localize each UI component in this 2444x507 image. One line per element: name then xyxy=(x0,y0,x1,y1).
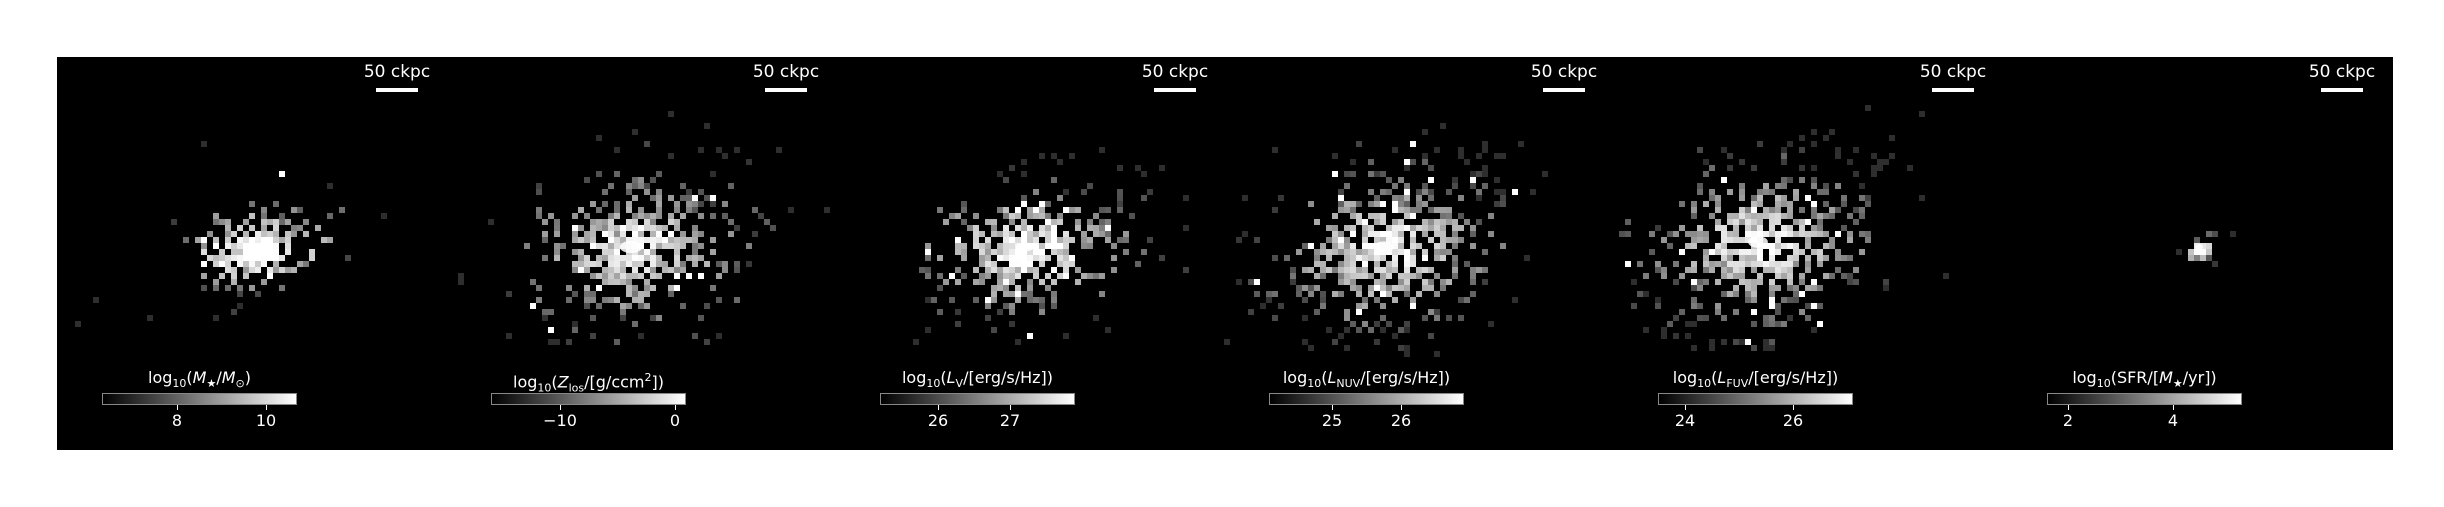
pixel-map-image xyxy=(75,141,387,327)
panel-metallicity: 50 ckpc log10(Zlos/[g/ccm2]) −10 0 xyxy=(446,57,835,450)
colorbar-tick-label: 26 xyxy=(927,411,949,430)
panel-nuv-luminosity: 50 ckpc log10(LNUV/[erg/s/Hz]) 25 26 xyxy=(1224,57,1613,450)
colorbar-tick xyxy=(1401,405,1402,410)
colorbar-tick xyxy=(1685,405,1686,410)
colorbar-tick-label: 26 xyxy=(1390,411,1412,430)
colorbar-tick xyxy=(2173,405,2174,410)
pixel-map-image xyxy=(1619,105,1949,351)
colorbar-tick-label: 10 xyxy=(255,411,277,430)
colorbar-tick-label: 26 xyxy=(1782,411,1804,430)
panel-stellar-mass: 50 ckpc log10(M★/M⊙) 8 10 xyxy=(57,57,446,450)
colorbar-label: log10(LNUV/[erg/s/Hz]) xyxy=(1282,368,1451,391)
scale-bar-label: 50 ckpc xyxy=(2308,62,2376,82)
panel-v-band-luminosity: 50 ckpc log10(LV/[erg/s/Hz]) 26 27 xyxy=(835,57,1224,450)
colorbar-tick-label: 0 xyxy=(669,411,681,430)
colorbar-tick xyxy=(560,405,561,410)
colorbar xyxy=(880,393,1075,405)
scale-bar-line xyxy=(2321,88,2363,92)
colorbar-tick xyxy=(1793,405,1794,410)
scale-bar: 50 ckpc xyxy=(1918,62,1988,92)
panel-fuv-luminosity: 50 ckpc log10(LFUV/[erg/s/Hz]) 24 26 xyxy=(1613,57,2002,450)
scale-bar: 50 ckpc xyxy=(362,62,432,92)
colorbar-tick-label: 4 xyxy=(2167,411,2179,430)
colorbar-label: log10(LV/[erg/s/Hz]) xyxy=(901,368,1054,391)
colorbar xyxy=(491,393,686,405)
scale-bar-line xyxy=(1154,88,1196,92)
colorbar-label: log10(LFUV/[erg/s/Hz]) xyxy=(1672,368,1839,391)
pixel-map-image xyxy=(2176,231,2236,267)
colorbar-tick-label: 24 xyxy=(1674,411,1696,430)
scale-bar-label: 50 ckpc xyxy=(363,62,431,82)
colorbar-label: log10(Zlos/[g/ccm2]) xyxy=(513,371,664,395)
colorbar-tick-label: 2 xyxy=(2062,411,2074,430)
colorbar-tick-label: 8 xyxy=(171,411,183,430)
figure-canvas: 50 ckpc log10(M★/M⊙) 8 10 50 ckpc log10(Zlos/… xyxy=(57,57,2393,450)
colorbar xyxy=(1269,393,1464,405)
scale-bar: 50 ckpc xyxy=(1140,62,1210,92)
scale-bar: 50 ckpc xyxy=(2307,62,2377,92)
colorbar-tick-label: 25 xyxy=(1321,411,1343,430)
colorbar-label: log10(SFR/[M★/yr]) xyxy=(2072,368,2217,391)
colorbar-tick xyxy=(177,405,178,410)
pixel-map-image xyxy=(1224,123,1548,357)
colorbar-tick xyxy=(2068,405,2069,410)
colorbar-tick-label: 27 xyxy=(999,411,1021,430)
scale-bar-label: 50 ckpc xyxy=(1530,62,1598,82)
colorbar-tick xyxy=(675,405,676,410)
colorbar-label: log10(M★/M⊙) xyxy=(148,368,251,391)
pixel-map-image xyxy=(913,147,1189,345)
colorbar-tick xyxy=(1010,405,1011,410)
colorbar-tick xyxy=(266,405,267,410)
scale-bar-line xyxy=(765,88,807,92)
pixel-map-image xyxy=(458,111,830,345)
colorbar-tick xyxy=(1332,405,1333,410)
scale-bar-label: 50 ckpc xyxy=(752,62,820,82)
scale-bar-line xyxy=(1932,88,1974,92)
colorbar xyxy=(1658,393,1853,405)
colorbar xyxy=(2047,393,2242,405)
colorbar-tick xyxy=(938,405,939,410)
scale-bar-label: 50 ckpc xyxy=(1919,62,1987,82)
colorbar xyxy=(102,393,297,405)
colorbar-tick-label: −10 xyxy=(543,411,577,430)
scale-bar-line xyxy=(376,88,418,92)
scale-bar: 50 ckpc xyxy=(751,62,821,92)
scale-bar-line xyxy=(1543,88,1585,92)
panel-star-formation-rate: 50 ckpc log10(SFR/[M★/yr]) 2 4 xyxy=(2002,57,2391,450)
scale-bar-label: 50 ckpc xyxy=(1141,62,1209,82)
scale-bar: 50 ckpc xyxy=(1529,62,1599,92)
